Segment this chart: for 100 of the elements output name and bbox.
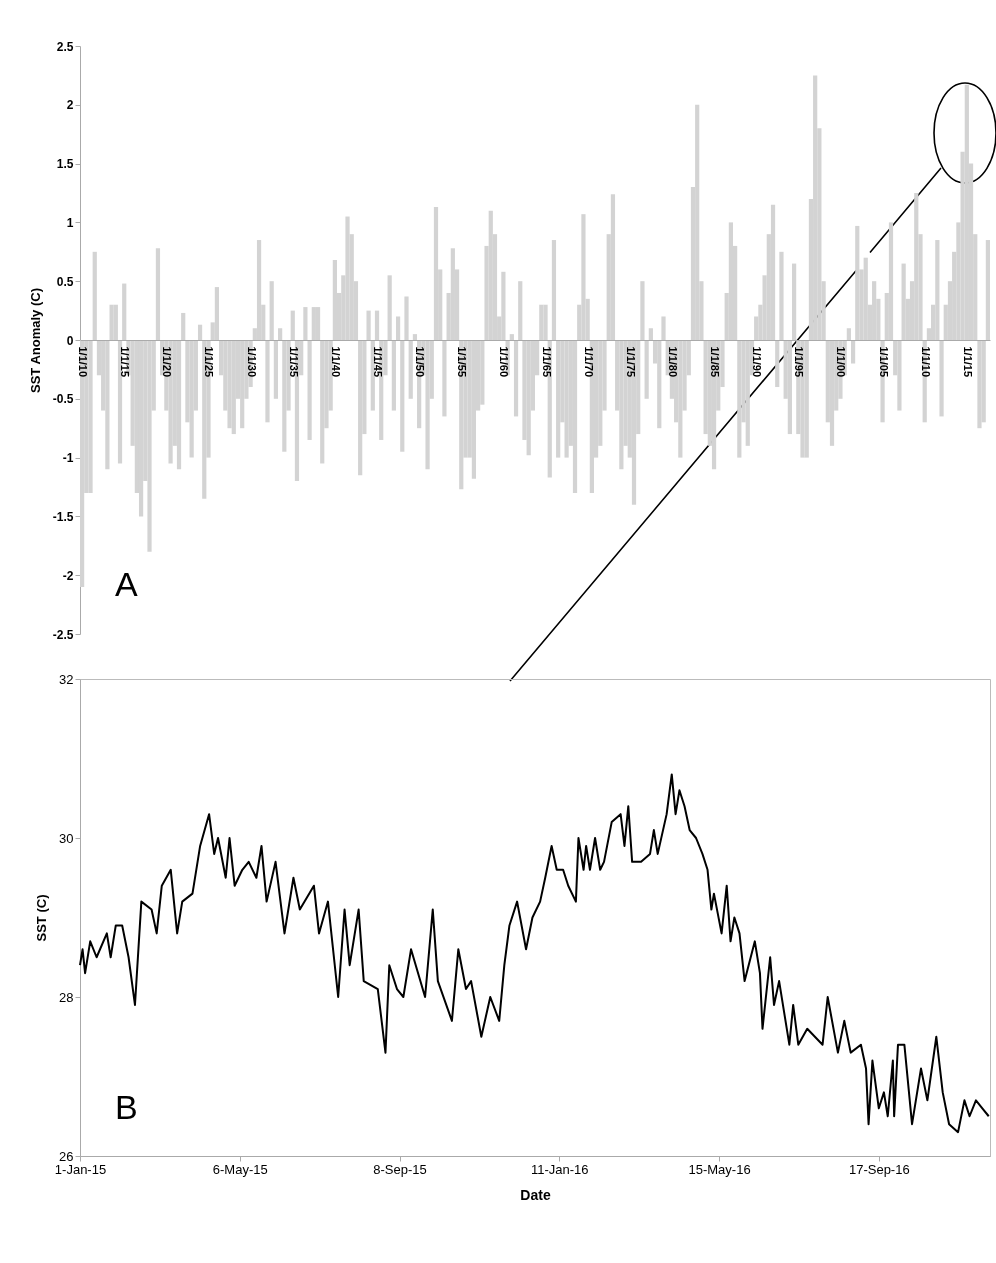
bar [846,328,851,340]
bar [572,340,578,493]
bar [214,287,220,340]
bar [787,340,792,435]
y-tick-label: -1.5 [52,509,74,524]
bar [290,310,295,340]
bar [442,340,447,417]
bar [374,310,380,340]
bar [804,340,809,458]
x-tick-label: 1-Jan-15 [54,1161,107,1177]
bar [105,340,110,470]
x-tick-label: 1/1/50 [414,346,427,378]
bar [678,340,683,458]
bar [265,340,270,423]
bar [109,304,114,340]
bar [779,251,784,340]
bar [471,340,477,479]
bar [197,324,203,340]
x-tick-label: 6-May-15 [212,1161,268,1177]
bar [256,240,262,340]
x-tick-label: 11-Jan-16 [530,1161,589,1177]
bar [122,283,127,340]
bar [644,340,649,399]
x-tick-label: 1/1/10 [77,346,90,378]
bar [345,216,350,340]
bar [202,340,207,499]
bar [269,281,274,340]
bar [513,340,519,417]
x-tick-label: 1/1/55 [456,346,469,378]
bar [872,281,877,340]
bar [155,248,161,340]
bar [977,340,982,429]
x-tick-label: 8-Sep-15 [373,1161,427,1177]
bar [813,75,818,340]
y-tick-label: 1.5 [56,157,74,172]
x-tick-label: 1/1/15 [119,346,132,378]
bar [408,340,413,399]
x-tick-label: 1/1/80 [666,346,679,378]
y-tick-label: -1 [62,451,74,466]
bar [231,340,236,435]
bar [640,281,645,340]
bar [775,340,780,388]
y-tick-label: 0.5 [56,274,74,289]
bar [855,225,860,340]
y-tick-label: 32 [59,671,74,687]
x-tick-label: 1/1/75 [624,346,637,378]
bar [648,328,653,340]
bar [320,340,325,464]
bar [278,328,283,340]
bar [303,307,308,340]
bar [791,263,797,340]
y-tick-label: 2 [66,98,74,113]
bar [181,312,186,340]
bar [147,340,152,552]
bar [939,340,944,417]
bar [581,214,586,340]
bar [897,340,902,411]
bar [425,340,430,470]
x-tick-label: 15-May-16 [688,1161,751,1177]
y-tick-label: 2.5 [56,39,74,54]
x-tick-label: 1/1/65 [540,346,553,378]
bar [518,281,523,340]
x-tick-label: 1/1/20 [161,346,174,378]
x-tick-label: 1/1/85 [709,346,722,378]
bar [619,340,624,470]
bar [850,340,856,364]
y-axis-title: SST Anomaly (C) [27,288,43,393]
line-series [79,773,990,1134]
bar [433,207,439,340]
bar [657,340,662,429]
x-tick-label: 1/1/35 [287,346,300,378]
bar [395,316,401,340]
y-tick-label: 26 [59,1148,74,1164]
bar [985,240,990,340]
bar [138,340,144,517]
bar [737,340,742,458]
bar [728,222,734,340]
annotation: A [115,565,138,603]
bar [366,310,371,340]
bar [695,104,700,340]
bar [113,304,118,340]
bar [964,84,969,340]
bar [307,340,312,440]
bar [901,263,906,340]
bar [888,222,894,340]
bar [450,248,455,340]
x-tick-label: 1/1/15 [961,346,974,378]
x-tick-label: 1/1/25 [203,346,216,378]
bar [315,307,321,340]
bar [829,340,835,446]
bar [539,304,544,340]
bar [92,251,97,340]
bar [88,340,93,493]
x-tick-label: 1/1/30 [245,346,258,378]
bar [551,240,557,340]
annotation: B [115,1088,138,1126]
bar [387,275,392,340]
bar [564,340,569,458]
bar [273,340,279,399]
y-tick-label: -0.5 [52,392,74,407]
